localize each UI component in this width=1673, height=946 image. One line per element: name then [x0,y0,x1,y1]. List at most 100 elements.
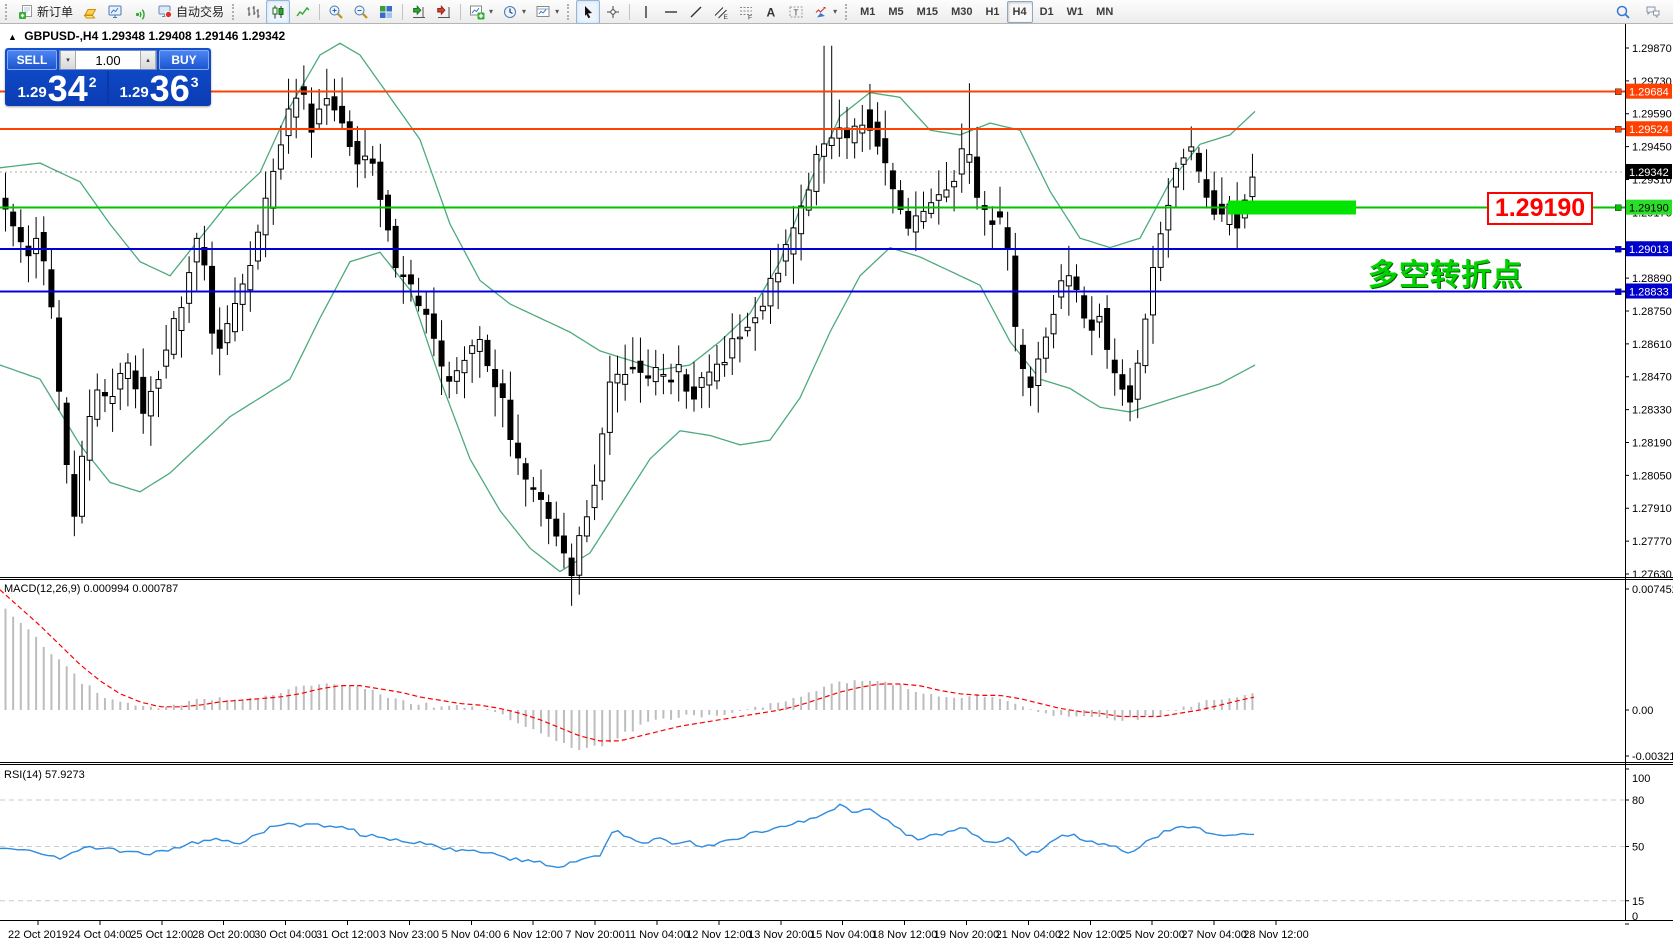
channel-button[interactable]: E [709,0,733,24]
candlestick-chart-icon [270,4,286,20]
buy-price[interactable]: 1.29 36 3 [119,68,199,109]
arrows-button[interactable]: ▾ [809,0,841,24]
cursor-button[interactable] [576,0,601,24]
svg-text:0.00: 0.00 [1632,705,1653,717]
hline-anchor[interactable] [1614,88,1622,95]
zoom-in-button[interactable] [324,0,348,24]
bollinger-upper-band [0,42,1256,371]
bar-chart-button[interactable] [241,0,265,24]
hline-anchor[interactable] [1614,204,1622,211]
price-divider [107,71,109,105]
trendline-icon [688,4,704,20]
pivot-annotation-text[interactable]: 多空转折点 [1368,259,1523,292]
svg-text:15: 15 [1632,896,1644,908]
volume-value[interactable]: 1.00 [95,52,121,68]
chevron-down-icon[interactable]: ▾ [522,7,527,16]
date-tick-label: 18 Nov 12:00 [872,929,937,941]
channel-icon: E [713,4,729,20]
timeframe-button-m30[interactable]: M30 [951,5,973,18]
search-button[interactable] [1611,0,1635,24]
current-price-badge: 1.29342 [1626,163,1672,179]
chevron-down-icon[interactable]: ▾ [555,7,560,16]
svg-text:E: E [724,14,729,20]
svg-text:0.007452: 0.007452 [1632,584,1673,596]
pane-separators[interactable] [0,577,1673,921]
timeframe-button-m15[interactable]: M15 [916,5,939,18]
chart-surface[interactable]: 1.298701.297301.295901.294501.293101.291… [0,24,1673,946]
sell-button[interactable]: SELL [7,50,57,70]
toolbar-separator [629,3,631,20]
crosshair-button[interactable] [601,0,625,24]
toolbar-right-icons [1611,0,1665,24]
svg-text:1.29342: 1.29342 [1629,167,1669,179]
date-tick-label: 13 Nov 20:00 [748,929,813,941]
text-button[interactable]: A [759,0,783,24]
volume-increase-button[interactable]: ▴ [140,51,156,69]
pivot-highlight-bar[interactable] [1228,200,1356,215]
price-tick-label: 1.28330 [1632,405,1672,417]
history-center-button[interactable] [78,0,102,24]
chart-shift-icon [436,4,452,20]
candlestick-chart-button[interactable] [266,0,291,24]
templates-icon [535,4,551,20]
price-tick-label: 1.27770 [1632,536,1672,548]
date-tick-label: 19 Nov 20:00 [934,929,999,941]
templates-button[interactable]: ▾ [531,0,563,24]
hline-anchor[interactable] [1614,125,1622,133]
date-tick-label: 28 Nov 12:00 [1243,929,1308,941]
chevron-down-icon[interactable]: ▾ [489,7,494,16]
line-chart-button[interactable] [291,0,315,24]
sell-price[interactable]: 1.29 34 2 [17,68,97,109]
market-overview-button[interactable] [103,0,127,24]
fibonacci-button[interactable]: F [734,0,758,24]
symbol-collapse-icon[interactable]: ▲ [8,32,17,42]
signals-icon [132,4,148,20]
arrows-icon [813,4,829,20]
text-label-button[interactable]: T [784,0,808,24]
chart-shift-button[interactable] [432,0,456,24]
toolbar-grip [845,3,850,20]
auto-scroll-icon [411,4,427,20]
chevron-down-icon[interactable]: ▾ [833,7,838,16]
date-tick-label: 12 Nov 12:00 [686,929,751,941]
svg-text:100: 100 [1632,773,1650,785]
horizontal-line-button[interactable] [659,0,683,24]
timeframe-button-m5[interactable]: M5 [888,5,904,18]
date-tick-label: 7 Nov 20:00 [565,929,624,941]
svg-text:1.28833: 1.28833 [1629,287,1669,299]
date-tick-label: 3 Nov 23:00 [380,929,439,941]
volume-decrease-button[interactable]: ▾ [60,51,76,69]
volume-spinner[interactable]: ▾ 1.00 ▴ [59,50,157,70]
timeframe-button-mn[interactable]: MN [1096,5,1114,18]
toolbar-grip [232,3,237,20]
date-tick-label: 30 Oct 04:00 [254,929,317,941]
autotrading-button-label: 自动交易 [176,5,225,19]
price-label-box[interactable]: 1.29190 [1487,192,1593,225]
zoom-out-button[interactable] [349,0,373,24]
signals-button[interactable] [128,0,152,24]
rsi-pane [0,799,1625,902]
hline-anchor[interactable] [1614,288,1622,295]
auto-scroll-button[interactable] [407,0,431,24]
timeframe-button-m1[interactable]: M1 [860,5,876,18]
periods-button[interactable]: ▾ [498,0,530,24]
tile-windows-button[interactable] [374,0,398,24]
timeframe-button-w1[interactable]: W1 [1066,5,1084,18]
buy-button[interactable]: BUY [159,50,209,70]
periods-icon [502,4,518,20]
timeframe-button-d1[interactable]: D1 [1039,5,1054,18]
date-tick-label: 22 Nov 12:00 [1058,929,1123,941]
date-tick-label: 25 Oct 12:00 [130,929,193,941]
chat-button[interactable] [1641,0,1665,24]
trendline-button[interactable] [684,0,708,24]
timeframe-button-h4[interactable]: H4 [1006,0,1033,23]
hline-anchor[interactable] [1614,245,1622,253]
timeframe-button-h1[interactable]: H1 [985,5,1000,18]
horizontal-lines[interactable] [0,88,1625,295]
vertical-line-button[interactable] [634,0,658,24]
svg-text:80: 80 [1632,795,1644,807]
autotrading-button[interactable]: 自动交易 [153,0,228,24]
indicators-button[interactable]: ▾ [465,0,497,24]
new-order-button[interactable]: 新订单 [14,0,77,24]
